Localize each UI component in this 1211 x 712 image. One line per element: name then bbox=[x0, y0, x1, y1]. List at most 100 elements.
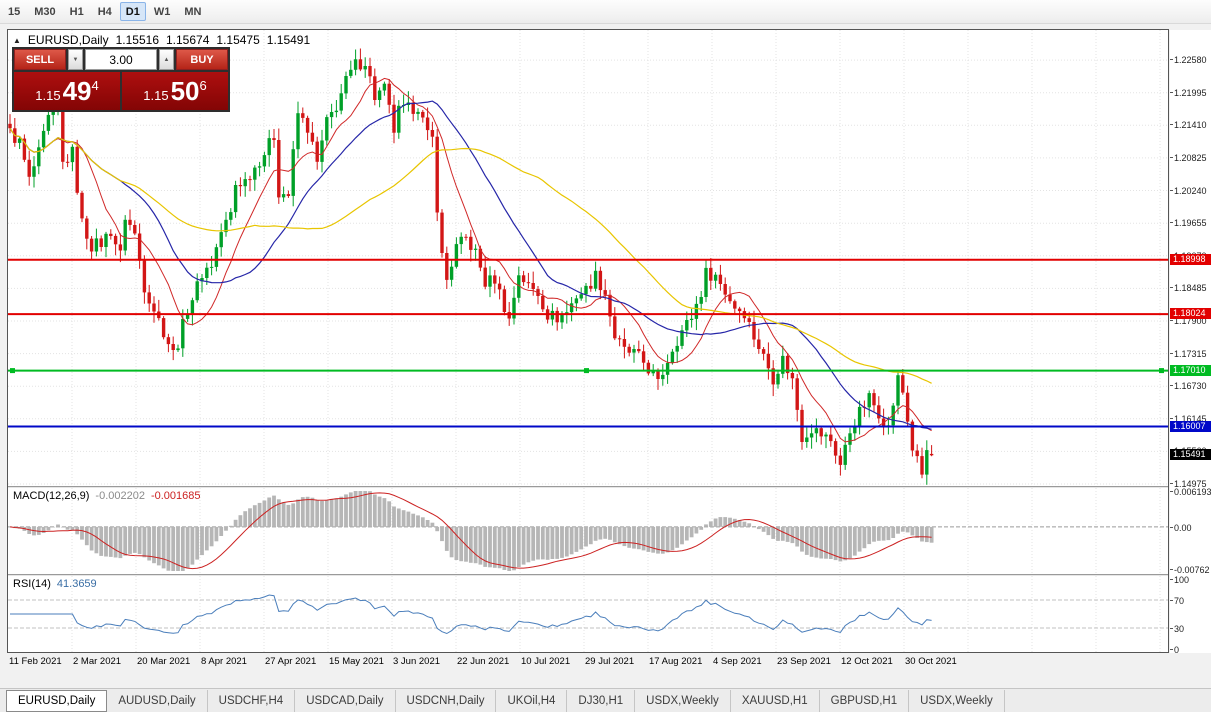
date-label: 29 Jul 2021 bbox=[585, 656, 635, 667]
moving-average-52 bbox=[9, 127, 932, 384]
timeframe-button-15[interactable]: 15 bbox=[8, 5, 21, 18]
rsi-grid bbox=[71, 576, 1161, 652]
macd-main-value: -0.002202 bbox=[95, 490, 145, 502]
timeframe-button-h4[interactable]: H4 bbox=[97, 5, 112, 18]
date-label: 23 Sep 2021 bbox=[777, 656, 831, 667]
panel-splitter[interactable] bbox=[8, 574, 1168, 576]
date-label: 22 Jun 2021 bbox=[457, 656, 510, 667]
date-label: 17 Aug 2021 bbox=[649, 656, 703, 667]
moving-average-10 bbox=[9, 77, 932, 443]
rsi-panel[interactable]: RSI(14) 41.3659 bbox=[8, 576, 1168, 652]
price-tick-label: 1.20825 bbox=[1170, 153, 1207, 163]
rsi-label: RSI(14) bbox=[13, 578, 51, 590]
level-price-label-support-green: 1.17010 bbox=[1170, 365, 1211, 376]
price-chart-svg[interactable] bbox=[8, 30, 1168, 486]
buy-price-main: 50 bbox=[170, 76, 200, 106]
chart-tab-ukoil-h4[interactable]: UKOil,H4 bbox=[496, 689, 568, 712]
rsi-svg[interactable] bbox=[8, 576, 1168, 652]
chart-tab-usdx-weekly[interactable]: USDX,Weekly bbox=[635, 689, 731, 712]
rsi-line bbox=[10, 594, 932, 635]
buy-price-pipette: 6 bbox=[199, 78, 207, 93]
chart-tab-xauusd-h1[interactable]: XAUUSD,H1 bbox=[730, 689, 820, 712]
rsi-scale-label: 70 bbox=[1169, 596, 1185, 606]
volume-input[interactable] bbox=[86, 50, 156, 69]
macd-scale-label: -0.00762 bbox=[1170, 565, 1210, 575]
timeframe-button-mn[interactable]: MN bbox=[184, 5, 202, 18]
macd-panel[interactable]: MACD(12,26,9) -0.002202 -0.001685 bbox=[8, 488, 1168, 574]
volume-field-wrap bbox=[85, 49, 157, 70]
chart-tab-eurusd-daily[interactable]: EURUSD,Daily bbox=[6, 689, 108, 712]
chart-tab-gbpusd-h1[interactable]: GBPUSD,H1 bbox=[819, 689, 910, 712]
price-tick-label: 1.16730 bbox=[1170, 381, 1207, 391]
price-tick-label: 1.17315 bbox=[1170, 349, 1207, 359]
volume-decrease-button[interactable]: ▼ bbox=[68, 49, 83, 70]
sell-price-display[interactable]: 1.15 49 4 bbox=[14, 72, 120, 110]
one-click-trading-panel: SELL ▼ ▲ BUY 1.15 49 4 1.15 50 6 bbox=[12, 47, 230, 112]
time-axis[interactable]: 11 Feb 2021 2 Mar 2021 20 Mar 2021 8 Apr 20… bbox=[8, 655, 1168, 668]
chart-area[interactable]: ▲ EURUSD,Daily 1.15516 1.15674 1.15475 1… bbox=[7, 29, 1169, 653]
level-price-label-support-blue: 1.16007 bbox=[1170, 421, 1211, 432]
chart-tab-dj30-h1[interactable]: DJ30,H1 bbox=[567, 689, 636, 712]
date-label: 30 Oct 2021 bbox=[905, 656, 957, 667]
date-label: 20 Mar 2021 bbox=[137, 656, 191, 667]
date-label: 3 Jun 2021 bbox=[393, 656, 441, 667]
price-tick-label: 1.19655 bbox=[1170, 218, 1207, 228]
panel-splitter[interactable] bbox=[8, 486, 1168, 488]
quote-low: 1.15475 bbox=[216, 33, 260, 47]
quote-close: 1.15491 bbox=[266, 33, 311, 47]
level-handle[interactable] bbox=[10, 368, 15, 374]
price-scale[interactable]: 1.22580 1.21995 1.21410 1.20825 1.20240 1.196… bbox=[1169, 30, 1211, 655]
date-label: 4 Sep 2021 bbox=[713, 656, 762, 667]
date-label: 27 Apr 2021 bbox=[265, 656, 317, 667]
macd-label: MACD(12,26,9) bbox=[13, 490, 90, 502]
volume-increase-button[interactable]: ▲ bbox=[159, 49, 174, 70]
date-label: 10 Jul 2021 bbox=[521, 656, 571, 667]
timeframe-toolbar: 15 M30 H1 H4 D1 W1 MN bbox=[0, 0, 1211, 24]
price-tick-label: 1.17900 bbox=[1170, 316, 1207, 326]
level-price-label-resistance-1: 1.18998 bbox=[1170, 254, 1211, 265]
rsi-value: 41.3659 bbox=[56, 578, 97, 590]
level-handle[interactable] bbox=[584, 368, 589, 374]
chart-tab-audusd-daily[interactable]: AUDUSD,Daily bbox=[107, 689, 208, 712]
macd-signal-line bbox=[9, 492, 932, 570]
rsi-scale-label: 100 bbox=[1169, 575, 1190, 585]
caret-down-icon: ▼ bbox=[72, 56, 79, 63]
date-label: 8 Apr 2021 bbox=[201, 656, 247, 667]
horizontal-levels-layer bbox=[8, 258, 1168, 428]
buy-button[interactable]: BUY bbox=[176, 49, 228, 70]
timeframe-button-d1[interactable]: D1 bbox=[119, 2, 146, 21]
date-label: 15 May 2021 bbox=[329, 656, 384, 667]
caret-up-icon: ▲ bbox=[163, 56, 170, 63]
macd-scale-label: 0.006193 bbox=[1170, 487, 1211, 497]
price-tick-label: 1.14975 bbox=[1170, 479, 1207, 489]
quote-header: ▲ EURUSD,Daily 1.15516 1.15674 1.15475 1… bbox=[13, 33, 310, 47]
timeframe-button-w1[interactable]: W1 bbox=[153, 5, 171, 18]
rsi-header: RSI(14) 41.3659 bbox=[13, 578, 97, 590]
one-click-collapse-icon[interactable]: ▲ bbox=[13, 35, 21, 45]
sell-price-main: 49 bbox=[62, 76, 92, 106]
chart-tab-usdx-weekly[interactable]: USDX,Weekly bbox=[909, 689, 1005, 712]
macd-signal-value: -0.001685 bbox=[150, 490, 201, 502]
level-handle[interactable] bbox=[1159, 368, 1164, 374]
quote-high: 1.15674 bbox=[166, 33, 210, 47]
moving-average-24 bbox=[9, 100, 932, 430]
chart-tab-usdcad-daily[interactable]: USDCAD,Daily bbox=[295, 689, 396, 712]
chart-tab-usdchf-h4[interactable]: USDCHF,H4 bbox=[207, 689, 296, 712]
price-panel[interactable]: ▲ EURUSD,Daily 1.15516 1.15674 1.15475 1… bbox=[8, 30, 1168, 486]
buy-price-prefix: 1.15 bbox=[143, 88, 169, 103]
chart-tabs-bar: EURUSD,Daily AUDUSD,Daily USDCHF,H4 USDCAD,… bbox=[0, 688, 1211, 712]
macd-scale-label: 0.00 bbox=[1170, 523, 1192, 533]
macd-svg[interactable] bbox=[8, 488, 1168, 574]
macd-histogram bbox=[8, 491, 934, 571]
sell-price-pipette: 4 bbox=[91, 78, 99, 93]
candles-layer bbox=[8, 48, 934, 485]
macd-header: MACD(12,26,9) -0.002202 -0.001685 bbox=[13, 490, 201, 502]
moving-averages-layer bbox=[9, 77, 932, 443]
sell-button[interactable]: SELL bbox=[14, 49, 66, 70]
price-tick-label: 1.16145 bbox=[1170, 414, 1207, 424]
rsi-scale-label: 30 bbox=[1169, 624, 1185, 634]
timeframe-button-m30[interactable]: M30 bbox=[34, 5, 56, 18]
chart-tab-usdcnh-daily[interactable]: USDCNH,Daily bbox=[395, 689, 497, 712]
buy-price-display[interactable]: 1.15 50 6 bbox=[122, 72, 228, 110]
timeframe-button-h1[interactable]: H1 bbox=[69, 5, 84, 18]
